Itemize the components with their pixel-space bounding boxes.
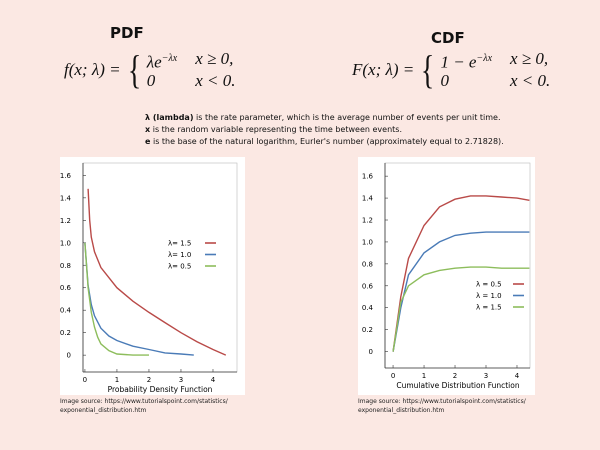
source-line: Image source: https://www.tutorialspoint…: [358, 398, 526, 405]
y-tick-label: 1.2: [362, 217, 373, 225]
x-tick-label: 2: [147, 376, 151, 384]
x-axis-label: Probability Density Function: [108, 385, 213, 394]
note: x is the random variable representing th…: [145, 124, 504, 136]
x-tick-label: 4: [515, 372, 520, 380]
source-line: exponential_distribution.htm: [60, 407, 147, 414]
case-expr: λe−λx: [147, 50, 177, 72]
y-tick-label: 0.4: [362, 304, 374, 312]
y-tick-label: 0.4: [60, 307, 72, 315]
x-tick-label: 0: [83, 376, 87, 384]
note-text: is the random variable representing the …: [150, 125, 402, 134]
y-tick-label: 1.2: [60, 217, 71, 225]
curve: [392, 195, 530, 352]
y-tick-label: 1.6: [60, 172, 72, 180]
x-tick-label: 1: [115, 376, 119, 384]
y-tick-label: 1.6: [362, 173, 374, 181]
image-frame: [358, 157, 535, 395]
note: λ (lambda) is the rate parameter, which …: [145, 112, 504, 124]
note-term: x: [145, 125, 151, 134]
expr: 1 − e: [440, 52, 477, 72]
note-text: is the base of the natural logarithm, Eu…: [150, 137, 504, 146]
curve: [84, 242, 149, 356]
expr: λe: [146, 52, 162, 72]
exponent: −λx: [161, 53, 178, 65]
case-expr: 0: [440, 70, 449, 90]
x-tick-label: 1: [422, 372, 426, 380]
x-tick-label: 2: [453, 372, 457, 380]
legend-label: λ= 0.5: [168, 263, 191, 271]
cdf-formula: F(x; λ) = { 1 − e−λx x ≥ 0, 0 x < 0.: [352, 50, 550, 90]
source-line: Image source: https://www.tutorialspoint…: [60, 398, 228, 405]
pdf-formula: f(x; λ) = { λe−λx x ≥ 0, 0 x < 0.: [64, 50, 236, 90]
x-axis-label: Cumulative Distribution Function: [396, 381, 519, 390]
notes: λ (lambda) is the rate parameter, which …: [145, 112, 504, 148]
note: e is the base of the natural logarithm, …: [145, 136, 504, 148]
case-expr: 0: [146, 70, 156, 90]
formula-lhs: F(x; λ) =: [352, 60, 415, 79]
legend-label: λ = 1.5: [476, 304, 502, 312]
image-source: Image source: https://www.tutorialspoint…: [358, 397, 526, 415]
y-tick-label: 0.6: [60, 284, 72, 292]
y-tick-label: 0.8: [362, 260, 373, 268]
legend-label: λ = 0.5: [476, 281, 502, 289]
y-tick-label: 0: [67, 352, 71, 360]
y-tick-label: 0.8: [60, 262, 71, 270]
y-tick-label: 0: [369, 348, 373, 356]
case-cond: x ≥ 0,: [195, 49, 234, 69]
image-frame: [60, 157, 245, 395]
note-text: is the rate parameter, which is the aver…: [193, 113, 501, 122]
brace: {: [127, 47, 141, 92]
x-tick-label: 4: [211, 376, 216, 384]
y-tick-label: 0.2: [362, 326, 373, 334]
case-cond: x < 0.: [195, 70, 236, 90]
pdf-title: PDF: [110, 24, 144, 42]
note-term: λ (lambda): [145, 113, 194, 122]
y-tick-label: 0.6: [362, 282, 374, 290]
image-source: Image source: https://www.tutorialspoint…: [60, 397, 228, 415]
curve: [87, 188, 227, 356]
note-term: e: [145, 137, 151, 146]
y-tick-label: 1.0: [362, 238, 373, 246]
x-tick-label: 3: [179, 376, 183, 384]
legend-label: λ= 1.5: [168, 240, 191, 248]
x-tick-label: 0: [391, 372, 395, 380]
y-tick-label: 0.2: [60, 329, 71, 337]
case-expr: 1 − e−λx: [440, 50, 492, 72]
cases: λe−λx x ≥ 0, 0 x < 0.: [147, 50, 236, 90]
brace: {: [421, 47, 435, 92]
case-cond: x ≥ 0,: [510, 49, 549, 69]
legend-label: λ = 1.0: [476, 292, 502, 300]
curve: [392, 231, 530, 352]
curve: [392, 266, 530, 352]
cases: 1 − e−λx x ≥ 0, 0 x < 0.: [440, 50, 550, 90]
source-line: exponential_distribution.htm: [358, 407, 445, 414]
y-tick-label: 1.0: [60, 239, 71, 247]
exponent: −λx: [476, 53, 493, 65]
y-tick-label: 1.4: [60, 194, 72, 202]
cdf-title: CDF: [431, 29, 465, 47]
y-tick-label: 1.4: [362, 195, 374, 203]
x-tick-label: 3: [484, 372, 488, 380]
case-cond: x < 0.: [510, 70, 551, 90]
curve: [84, 242, 194, 356]
formula-lhs: f(x; λ) =: [64, 60, 121, 79]
legend-label: λ= 1.0: [168, 251, 191, 259]
